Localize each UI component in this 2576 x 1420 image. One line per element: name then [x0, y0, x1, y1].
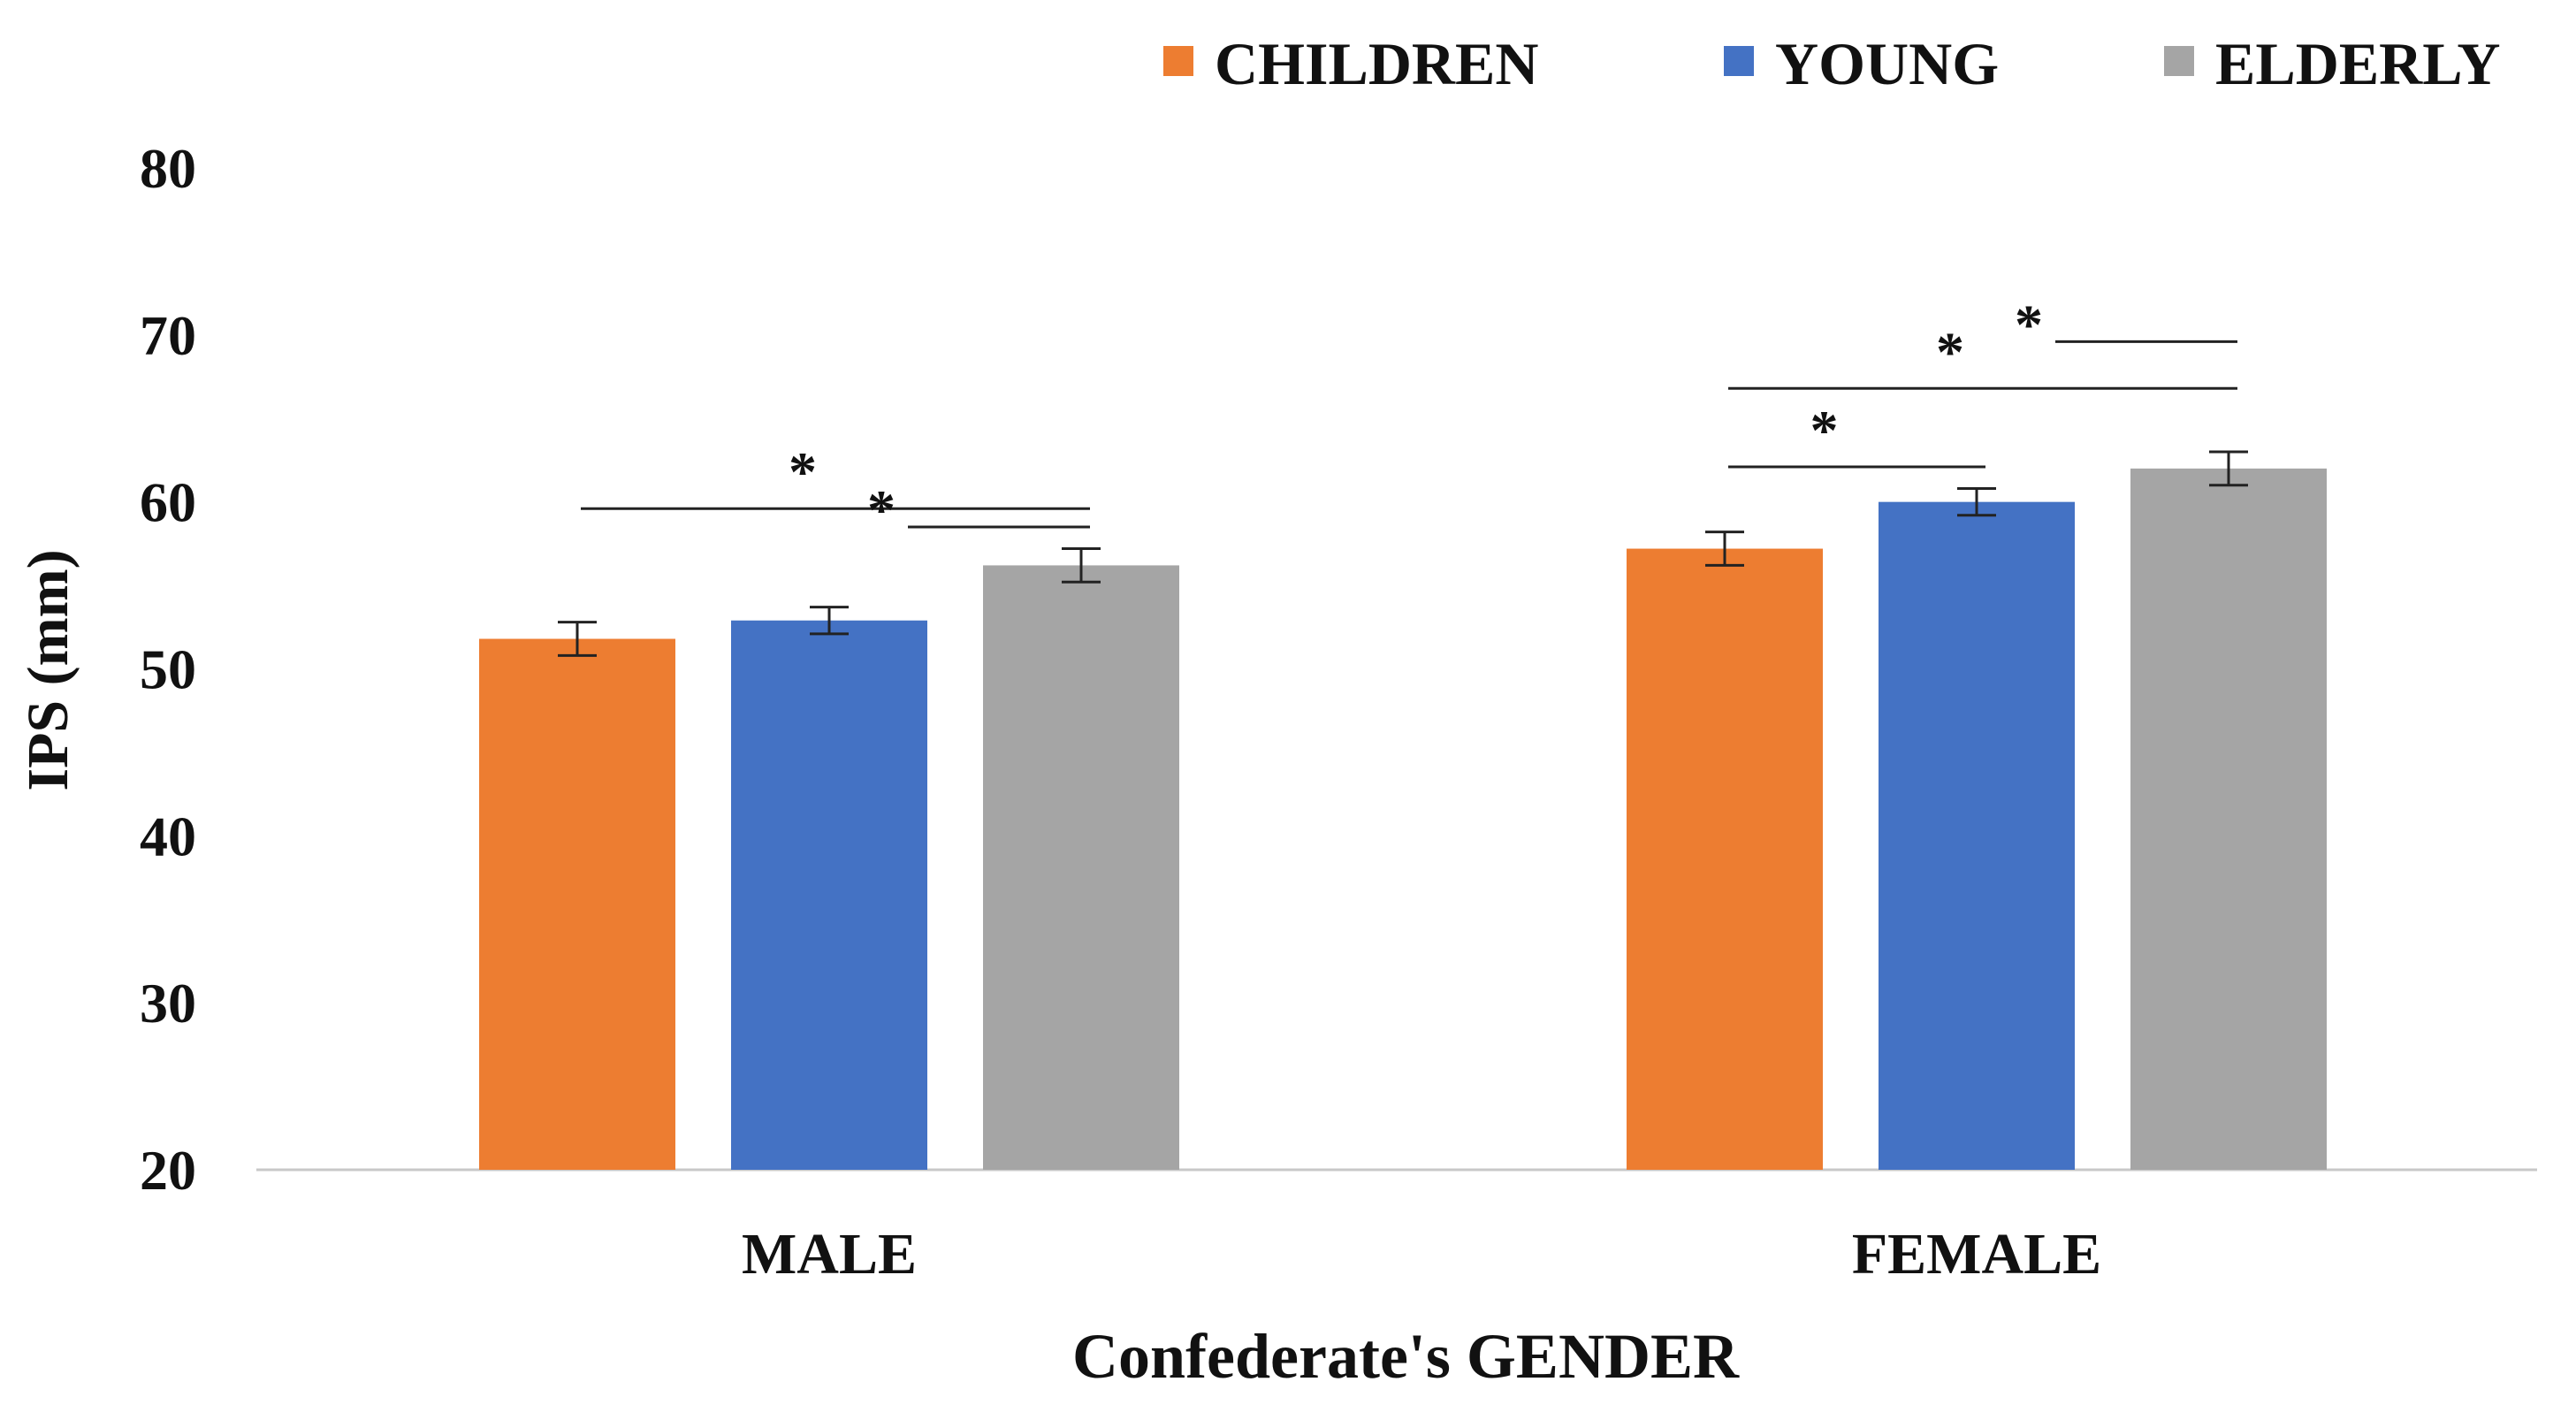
significance-star: *	[1810, 399, 1839, 462]
error-bar-young-female	[1957, 487, 1996, 517]
bar-children-male	[479, 638, 675, 1170]
bar-elderly-male	[983, 565, 1179, 1170]
legend-swatch-children	[1163, 46, 1193, 76]
legend-label-children: CHILDREN	[1215, 30, 1539, 97]
bar-elderly-female	[2130, 468, 2327, 1170]
significance-star: *	[2015, 293, 2043, 355]
y-tick-label: 20	[140, 1139, 196, 1202]
x-axis-title: Confederate's GENDER	[1072, 1321, 1740, 1392]
category-label-male: MALE	[742, 1222, 917, 1286]
y-tick-label: 70	[140, 304, 196, 367]
error-bar-children-female	[1705, 531, 1744, 567]
y-tick-label: 30	[140, 972, 196, 1034]
bar-young-male	[731, 620, 927, 1170]
y-tick-label: 40	[140, 805, 196, 867]
y-tick-label: 50	[140, 638, 196, 701]
significance-star: *	[789, 440, 817, 503]
bar-children-female	[1627, 548, 1823, 1170]
legend: CHILDREN YOUNG ELDERLY	[1163, 30, 2501, 97]
y-axis-ticks: 20 30 40 50 60 70 80	[140, 137, 196, 1202]
category-labels: MALE FEMALE	[742, 1222, 2101, 1286]
y-axis-title: IPS (mm)	[16, 549, 80, 790]
error-bars	[558, 450, 2248, 657]
y-tick-label: 60	[140, 471, 196, 534]
legend-label-elderly: ELDERLY	[2215, 30, 2501, 97]
significance-star: *	[1936, 320, 1964, 383]
significance-brackets: * * * * *	[581, 293, 2237, 541]
error-bar-elderly-female	[2209, 450, 2248, 487]
bars	[479, 468, 2327, 1170]
error-bar-elderly-male	[1062, 547, 1101, 584]
significance-star: *	[867, 478, 896, 541]
y-tick-label: 80	[140, 137, 196, 200]
legend-swatch-young	[1724, 46, 1754, 76]
error-bar-children-male	[558, 621, 597, 657]
legend-swatch-elderly	[2164, 46, 2194, 76]
bar-young-female	[1879, 501, 2075, 1170]
category-label-female: FEMALE	[1852, 1222, 2101, 1286]
error-bar-young-male	[810, 606, 849, 636]
legend-label-young: YOUNG	[1775, 30, 1999, 97]
